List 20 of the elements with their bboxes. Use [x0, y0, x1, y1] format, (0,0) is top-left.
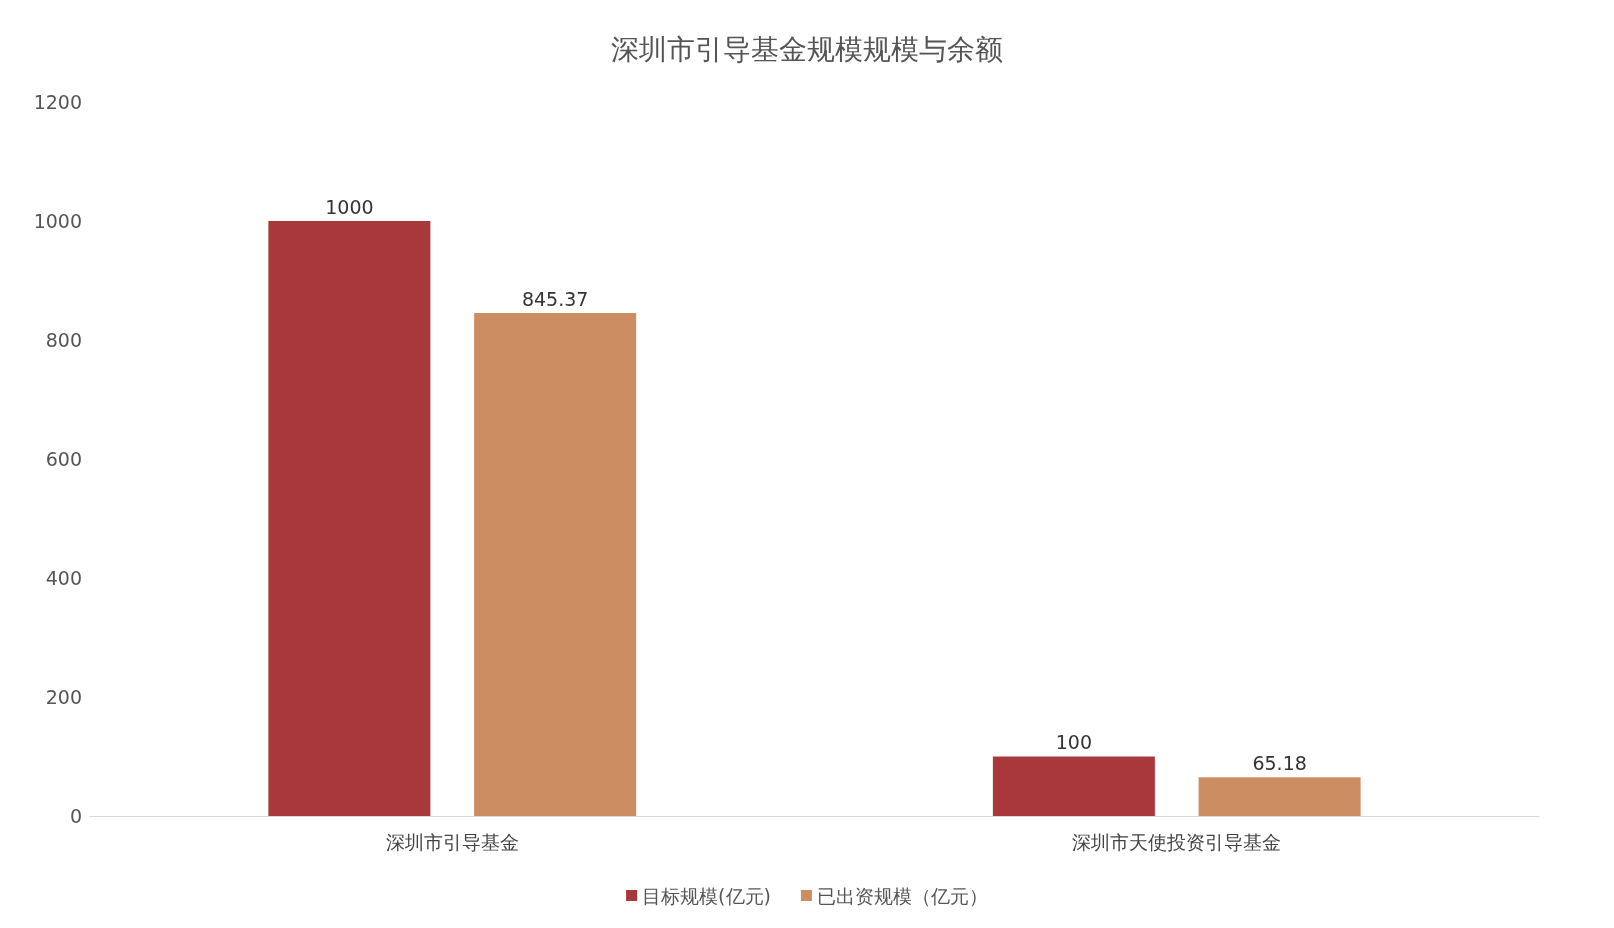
y-tick-label: 0: [69, 805, 82, 827]
y-tick-label: 1000: [33, 210, 82, 232]
y-tick-label: 1200: [33, 91, 82, 113]
data-label: 65.18: [1252, 751, 1307, 774]
x-tick-label: 深圳市天使投资引导基金: [1072, 830, 1282, 853]
data-label: 845.37: [521, 287, 589, 310]
legend-label: 目标规模(亿元): [642, 884, 771, 907]
bar: [268, 221, 431, 816]
y-tick-label: 600: [45, 448, 82, 470]
y-tick-label: 800: [45, 329, 82, 351]
legend-label: 已出资规模（亿元）: [816, 884, 988, 907]
x-tick-label: 深圳市引导基金: [385, 830, 519, 853]
chart-title: 深圳市引导基金规模规模与余额: [611, 32, 1003, 66]
data-label: 1000: [325, 195, 374, 218]
bar: [474, 313, 637, 816]
bar: [1198, 777, 1361, 816]
data-label: 100: [1055, 731, 1093, 753]
y-tick-label: 400: [45, 567, 82, 589]
bar: [992, 756, 1155, 816]
y-tick-label: 200: [45, 686, 82, 708]
